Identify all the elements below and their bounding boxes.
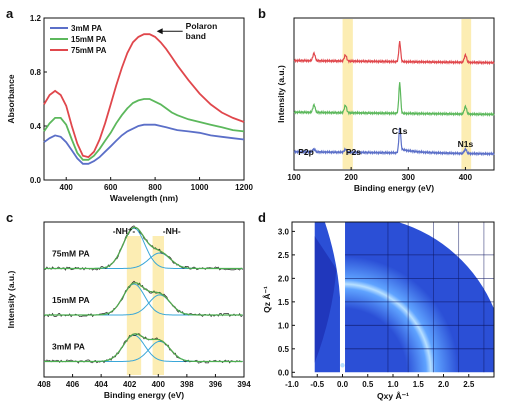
y-axis-title: Qz Å⁻¹ [262,286,272,313]
detector-region-right [345,222,494,373]
y-tick-label: 0.8 [30,68,42,77]
x-tick-label: 1200 [235,183,253,192]
panel-c-n1s-chart: 408 406 404 402 400 398 396 394 Binding energy (… [6,221,251,400]
y-tick-label: 2.5 [278,251,290,260]
x-axis-title: Wavelength (nm) [110,193,178,203]
x-tick-label: 396 [209,380,223,389]
y-tick-label: 1.2 [30,14,42,23]
peak-label-0: P2p [298,147,314,157]
peak-label-3: N1s [458,139,474,149]
legend-label-2: 75mM PA [71,46,107,55]
x-tick-label: 2.5 [463,380,475,389]
panel-d-giwaxs-map: -1.0 -0.5 0.0 0.5 1.0 1.5 2.0 2.5 0.0 0.5 1.0 1.5 2.… [262,221,495,401]
panel-letter-d: d [258,210,266,225]
envelope-2 [44,333,243,363]
x-tick-label: 408 [37,380,51,389]
x-tick-label: 404 [94,380,108,389]
annotation-label: Polaron band [186,21,218,41]
x-tick-label: 0.5 [362,380,374,389]
x-tick-label: -1.0 [285,380,299,389]
x-tick-label: 200 [344,173,358,182]
x-tick-label: 600 [104,183,118,192]
y-tick-label: 0.4 [30,122,42,131]
panel-b-xps-survey-chart: 100 200 300 400 Binding energy (eV) Intensity… [276,17,495,193]
y-tick-label: 2.0 [278,274,290,283]
highlight-band-0 [342,19,353,169]
series-line-1 [43,98,245,161]
series-label-1: 15mM PA [52,295,90,305]
annotation-arrow-head [156,28,163,35]
plot-frame [293,17,495,171]
detector-shadow-left [314,236,337,363]
series-line-0 [293,127,495,157]
peak-label-2: C1s [392,126,408,136]
peak-label-1: -NH- [163,226,181,236]
x-tick-label: 1.5 [413,380,425,389]
peak-label-0: -NH⁺- [113,226,136,236]
y-tick-label: 0.5 [278,345,290,354]
x-tick-label: 400 [459,173,473,182]
highlight-band-1 [461,19,472,169]
highlight-band-1 [152,236,164,375]
series-label-2: 3mM PA [52,342,85,352]
plot-frame [43,17,245,181]
x-tick-label: 300 [402,173,416,182]
x-tick-label: 406 [66,380,80,389]
x-tick-label: -0.5 [310,380,324,389]
y-tick-label: 3.0 [278,227,290,236]
y-tick-label: 1.5 [278,298,290,307]
x-tick-label: 1.0 [387,380,399,389]
x-tick-label: 1000 [191,183,209,192]
map-body [314,222,494,373]
plot-frame [43,221,245,378]
y-tick-label: 1.0 [278,321,290,330]
legend-label-0: 3mM PA [71,24,102,33]
legend-label-1: 15mM PA [71,35,107,44]
series-label-0: 75mM PA [52,249,90,259]
peak-label-1: P2s [346,147,361,157]
panel-letter-b: b [258,6,266,21]
y-tick-label: 0.0 [278,368,290,377]
x-tick-label: 402 [123,380,137,389]
x-tick-label: 398 [180,380,194,389]
y-axis-title: Absorbance [6,74,16,123]
specular-spot [340,363,345,368]
series-line-0 [43,123,245,165]
y-axis-title: Intensity (a.u.) [276,65,286,123]
envelope-1 [44,282,243,316]
x-tick-label: 394 [237,380,251,389]
x-tick-label: 400 [60,183,74,192]
x-tick-label: 800 [148,183,162,192]
highlight-band-0 [126,236,142,375]
x-axis-title: Qxy Å⁻¹ [377,391,409,401]
panel-a-absorbance-chart: 400 600 800 1000 1200 0.0 0.4 0.8 1.2 Wavelength … [6,14,253,203]
panel-letter-c: c [6,210,13,225]
x-axis-title: Binding energy (eV) [354,183,434,193]
x-tick-label: 400 [152,380,166,389]
panel-letter-a: a [6,6,14,21]
envelope-0 [44,226,243,270]
x-axis-title: Binding energy (eV) [104,390,184,400]
series-line-2 [43,33,245,159]
y-axis-title: Intensity (a.u.) [6,271,16,329]
series-line-2 [293,41,495,66]
x-tick-label: 0.0 [337,380,349,389]
series-line-1 [293,82,495,117]
x-tick-label: 2.0 [438,380,450,389]
y-tick-label: 0.0 [30,176,42,185]
x-tick-label: 100 [287,173,301,182]
